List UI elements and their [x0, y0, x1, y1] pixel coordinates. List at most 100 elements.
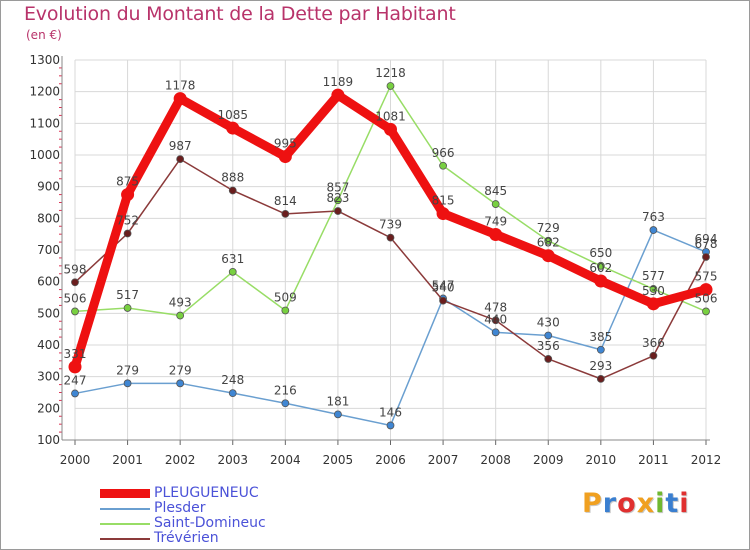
- data-point-treverien: [702, 253, 710, 261]
- data-point-treverien: [596, 374, 605, 383]
- data-label-plesder: 181: [326, 394, 349, 408]
- data-label-treverien: 356: [537, 339, 560, 353]
- data-point-saint-domineuc: [281, 306, 290, 315]
- data-label-plesder: 248: [221, 373, 244, 387]
- data-label-saint-domineuc: 631: [221, 252, 244, 266]
- data-point-plesder: [649, 226, 658, 234]
- data-point-treverien: [544, 355, 553, 363]
- y-tick-label: 1200: [29, 85, 60, 99]
- legend-label-plesder: Plesder: [154, 500, 206, 516]
- data-label-plesder: 694: [695, 232, 718, 246]
- data-point-treverien: [649, 351, 658, 360]
- data-label-pleugueneuc: 682: [537, 236, 560, 250]
- data-point-plesder: [71, 389, 79, 398]
- data-point-treverien: [176, 155, 185, 164]
- data-label-treverien: 478: [484, 300, 507, 314]
- data-point-saint-domineuc: [596, 261, 605, 270]
- data-label-plesder: 385: [589, 330, 612, 344]
- data-point-pleugueneuc: [173, 92, 187, 106]
- legend-swatch-saint-domineuc: [100, 523, 150, 525]
- data-point-treverien: [228, 186, 237, 195]
- data-point-treverien: [334, 207, 342, 215]
- y-tick-label: 100: [37, 433, 60, 447]
- series-treverien: [71, 155, 710, 383]
- y-tick-label: 600: [37, 275, 60, 289]
- data-label-saint-domineuc: 509: [274, 290, 297, 304]
- data-point-saint-domineuc: [386, 82, 395, 90]
- data-point-treverien: [281, 209, 290, 218]
- data-label-plesder: 279: [169, 363, 192, 377]
- data-point-pleugueneuc: [489, 227, 503, 241]
- data-label-plesder: 279: [116, 363, 139, 377]
- data-label-saint-domineuc: 506: [64, 291, 87, 305]
- data-point-saint-domineuc: [334, 196, 342, 205]
- data-label-pleugueneuc: 815: [432, 194, 455, 208]
- x-tick-label: 2005: [323, 453, 354, 467]
- y-tick-label: 1100: [29, 116, 60, 130]
- y-tick-label: 800: [37, 211, 60, 225]
- data-point-treverien: [491, 316, 500, 325]
- data-point-plesder: [544, 331, 553, 340]
- series-pleugueneuc: [68, 88, 713, 374]
- data-point-plesder: [123, 379, 132, 388]
- data-label-treverien: 366: [642, 336, 665, 350]
- data-label-treverien: 752: [116, 214, 139, 228]
- data-point-plesder: [176, 379, 185, 388]
- x-tick-label: 2009: [533, 453, 564, 467]
- data-point-plesder: [596, 345, 605, 354]
- data-point-treverien: [123, 229, 132, 238]
- data-point-saint-domineuc: [491, 200, 500, 208]
- chart-title: Evolution du Montant de la Dette par Hab…: [24, 3, 456, 25]
- data-point-pleugueneuc: [68, 360, 82, 374]
- x-tick-label: 2010: [586, 453, 617, 467]
- data-label-pleugueneuc: 575: [695, 270, 718, 284]
- y-tick-label: 1000: [29, 148, 60, 162]
- legend-label-pleugueneuc: PLEUGUENEUC: [154, 485, 259, 501]
- data-label-treverien: 739: [379, 218, 402, 232]
- data-label-saint-domineuc: 729: [537, 221, 560, 235]
- data-point-saint-domineuc: [439, 161, 447, 170]
- series-lines: [68, 82, 713, 430]
- y-tick-label: 900: [37, 180, 60, 194]
- data-label-treverien: 598: [64, 262, 87, 276]
- data-point-plesder: [334, 410, 342, 419]
- axes: 100 200 300 400 500 600 700 800 900 1000 1100 1200 1…: [29, 53, 721, 467]
- data-label-plesder: 146: [379, 405, 402, 419]
- legend-label-saint-domineuc: Saint-Domineuc: [154, 515, 266, 531]
- data-label-pleugueneuc: 1085: [217, 108, 248, 122]
- data-label-saint-domineuc: 493: [169, 296, 192, 310]
- data-point-saint-domineuc: [649, 285, 658, 293]
- data-label-treverien: 987: [169, 139, 192, 153]
- data-label-treverien: 888: [221, 170, 244, 184]
- data-label-plesder: 763: [642, 210, 665, 224]
- data-point-plesder: [281, 399, 290, 408]
- data-label-saint-domineuc: 506: [695, 291, 718, 305]
- data-label-saint-domineuc: 577: [642, 269, 665, 283]
- x-tick-label: 2000: [60, 453, 91, 467]
- data-label-treverien: 293: [589, 359, 612, 373]
- chart-subtitle: (en €): [26, 28, 62, 42]
- data-point-saint-domineuc: [702, 307, 710, 316]
- data-point-saint-domineuc: [176, 311, 185, 320]
- data-point-pleugueneuc: [541, 249, 555, 263]
- data-point-pleugueneuc: [594, 274, 608, 288]
- data-point-treverien: [439, 296, 447, 305]
- y-tick-label: 200: [37, 401, 60, 415]
- data-point-saint-domineuc: [544, 236, 553, 245]
- data-point-pleugueneuc: [384, 122, 397, 136]
- data-label-treverien: 678: [695, 237, 718, 251]
- data-point-treverien: [386, 233, 395, 242]
- data-label-pleugueneuc: 530: [642, 284, 665, 298]
- data-label-treverien: 823: [326, 191, 349, 205]
- y-tick-label: 400: [37, 338, 60, 352]
- x-tick-label: 2006: [375, 453, 406, 467]
- data-label-plesder: 430: [537, 316, 560, 330]
- data-point-pleugueneuc: [436, 207, 450, 221]
- x-tick-label: 2007: [428, 453, 459, 467]
- legend-swatch-pleugueneuc: [100, 489, 150, 498]
- data-label-pleugueneuc: 331: [64, 347, 87, 361]
- data-label-pleugueneuc: 995: [274, 137, 297, 151]
- legend-swatch-treverien: [100, 538, 150, 540]
- data-point-plesder: [491, 328, 500, 337]
